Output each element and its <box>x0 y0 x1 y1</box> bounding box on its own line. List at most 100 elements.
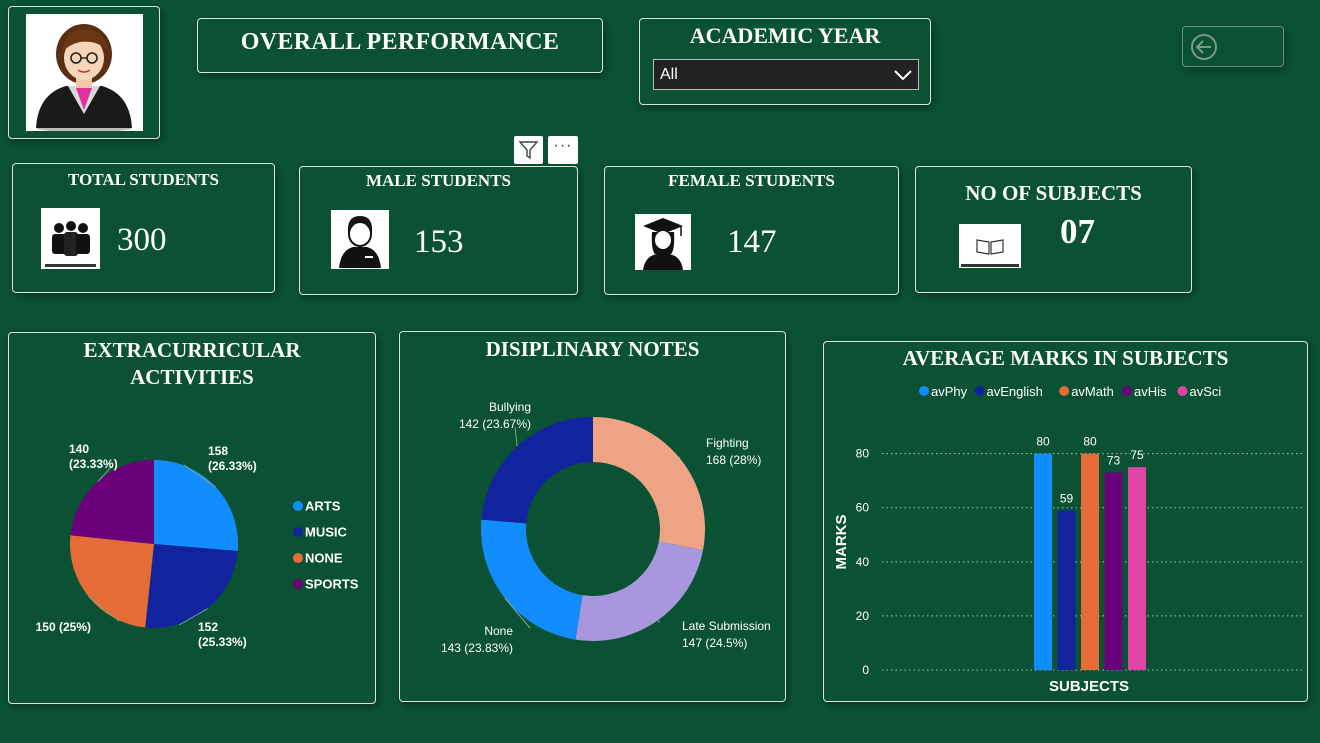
pie-leader-line <box>178 608 208 626</box>
page-title: OVERALL PERFORMANCE <box>240 29 560 55</box>
extracurricular-title-line-2: ACTIVITIES <box>130 365 254 389</box>
bar-data-label: 80 <box>1083 435 1097 449</box>
donut-slice-bullying <box>481 417 593 524</box>
legend-marker <box>293 501 303 511</box>
avatar <box>26 14 143 132</box>
pie-slice-arts <box>154 460 238 552</box>
legend-label: avMath <box>1071 384 1114 399</box>
extracurricular-pie-chart: 158(26.33%) 152(25.33%) 150 (25%) 140(23.33… <box>36 442 359 649</box>
total-students-card: TOTAL STUDENTS 300 <box>12 163 275 293</box>
academic-year-value: All <box>660 66 678 83</box>
donut-slice-fighting <box>593 417 705 550</box>
y-axis-title: MARKS <box>833 515 850 570</box>
female-graduate-icon <box>635 214 691 270</box>
donut-leader-line <box>657 620 661 623</box>
pie-percent-label: (25.33%) <box>198 635 247 649</box>
donut-data-label: 142 (23.67%) <box>459 417 531 431</box>
extracurricular-title-line-1: EXTRACURRICULAR <box>83 338 301 362</box>
avatar-card <box>8 6 160 139</box>
male-students-value: 153 <box>414 224 464 260</box>
pie-leader-line <box>183 464 217 488</box>
more-options-button[interactable]: ··· <box>548 136 578 164</box>
donut-slice-none <box>481 519 583 640</box>
donut-data-label: 168 (28%) <box>706 453 761 467</box>
page-title-card: OVERALL PERFORMANCE <box>197 18 603 73</box>
average-marks-title: AVERAGE MARKS IN SUBJECTS <box>902 346 1229 370</box>
legend-label: MUSIC <box>305 525 348 540</box>
y-tick-label: 80 <box>856 447 870 461</box>
pie-percent-label: (23.33%) <box>69 457 118 471</box>
bar-data-label: 59 <box>1060 491 1074 505</box>
bar-data-label: 80 <box>1036 435 1050 449</box>
bar-avmath <box>1081 453 1099 670</box>
pie-slice-none <box>70 535 154 628</box>
legend-marker <box>1122 386 1132 396</box>
male-students-label: MALE STUDENTS <box>365 171 511 190</box>
extracurricular-panel: EXTRACURRICULAR ACTIVITIES 158 (26.33%) 15… <box>8 332 376 704</box>
y-tick-label: 40 <box>856 555 870 569</box>
subjects-value: 07 <box>1060 212 1095 251</box>
female-students-card: FEMALE STUDENTS 147 <box>604 166 899 295</box>
students-group-icon <box>41 208 100 269</box>
pie-data-label: 150 (25%) <box>36 620 91 634</box>
academic-year-label: ACADEMIC YEAR <box>689 23 881 48</box>
donut-leader-line <box>678 456 681 458</box>
pie-leader-line <box>97 464 114 482</box>
filter-icon <box>518 141 539 160</box>
pie-slice-music <box>145 544 238 628</box>
pie-data-label: 140 <box>69 442 89 456</box>
x-axis-title: SUBJECTS <box>1049 678 1129 695</box>
legend-label: NONE <box>305 551 343 566</box>
bar-data-label: 73 <box>1107 454 1121 468</box>
total-students-label: TOTAL STUDENTS <box>67 170 220 189</box>
pie-percent-label: (26.33%) <box>208 459 257 473</box>
legend-label: avPhy <box>931 384 968 399</box>
male-student-icon <box>331 210 389 269</box>
legend-label: SPORTS <box>305 577 359 592</box>
legend-label: ARTS <box>305 499 341 514</box>
legend-marker <box>1177 386 1188 396</box>
donut-category-label: Fighting <box>706 436 749 450</box>
female-students-label: FEMALE STUDENTS <box>668 171 835 190</box>
y-tick-label: 20 <box>856 609 870 623</box>
bar-avenglish <box>1057 510 1076 670</box>
donut-slice-late-submission <box>575 541 704 641</box>
donut-leader-line <box>504 597 531 629</box>
average-marks-panel: AVERAGE MARKS IN SUBJECTS avPhy avEnglish… <box>823 341 1308 702</box>
disciplinary-panel: DISIPLINARY NOTES Fighting 168 (28%) Late … <box>399 331 786 702</box>
disciplinary-title: DISIPLINARY NOTES <box>485 337 700 361</box>
bar-avphy <box>1034 453 1052 670</box>
legend-marker <box>919 386 929 396</box>
donut-category-label: Bullying <box>489 400 531 414</box>
total-students-value: 300 <box>117 222 167 258</box>
legend-label: avEnglish <box>987 384 1043 399</box>
chevron-down-icon <box>894 70 912 81</box>
pie-leader-line <box>88 596 120 622</box>
donut-category-label: None <box>484 624 513 638</box>
legend-marker <box>1059 386 1070 396</box>
filter-button[interactable] <box>514 136 543 164</box>
average-marks-bar-chart: avPhy avEnglish avMath avHis avSci 0 20 40 60 80 8… <box>833 384 1302 695</box>
legend-label: avSci <box>1190 384 1222 399</box>
teacher-avatar-icon <box>36 24 132 132</box>
book-icon <box>959 224 1021 268</box>
male-students-card: MALE STUDENTS 153 <box>299 166 578 295</box>
donut-leader-line <box>514 426 518 447</box>
back-button[interactable] <box>1182 26 1284 67</box>
back-arrow-icon <box>1191 34 1217 60</box>
y-tick-label: 60 <box>856 501 870 515</box>
y-tick-label: 0 <box>862 663 869 677</box>
bar-avsci <box>1128 467 1146 670</box>
donut-data-label: 147 (24.5%) <box>682 636 747 650</box>
bar-data-label: 75 <box>1130 448 1144 462</box>
academic-year-slicer: ACADEMIC YEAR All <box>639 18 931 105</box>
disciplinary-donut-chart: Fighting 168 (28%) Late Submission 147 (24.… <box>441 400 771 655</box>
legend-marker <box>293 527 303 537</box>
subjects-label: NO OF SUBJECTS <box>965 181 1142 205</box>
legend-marker <box>293 579 303 589</box>
pie-data-label: 158 <box>208 444 228 458</box>
female-students-value: 147 <box>727 224 777 260</box>
academic-year-dropdown[interactable]: All <box>653 59 919 90</box>
subjects-card: NO OF SUBJECTS 07 <box>915 166 1192 293</box>
donut-category-label: Late Submission <box>682 619 771 633</box>
